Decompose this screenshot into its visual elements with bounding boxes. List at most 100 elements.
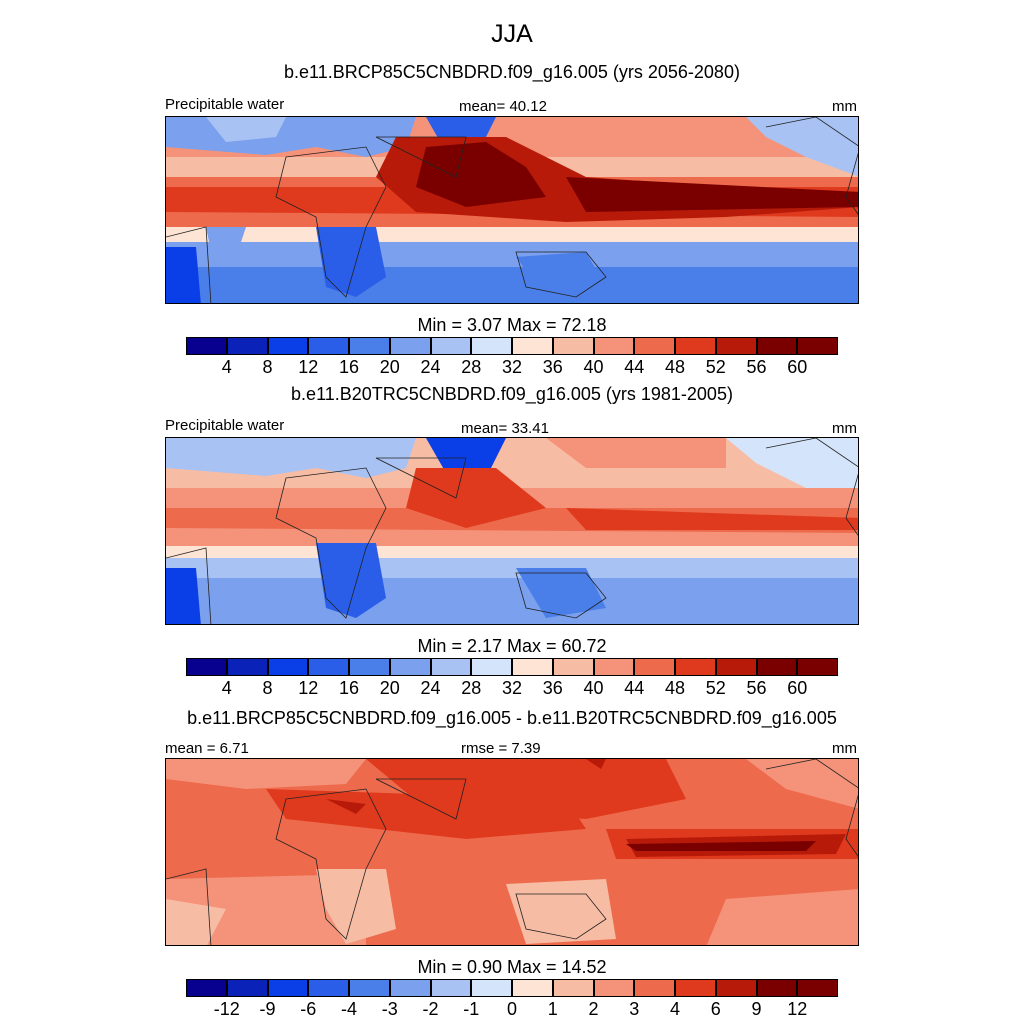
colorbar-cell (797, 337, 838, 355)
colorbar-tick-label: 32 (501, 357, 523, 377)
colorbar-tick-label: 52 (705, 678, 726, 698)
colorbar-cell (308, 337, 349, 355)
colorbar-cell (634, 337, 675, 355)
colorbar-tick-label: 60 (787, 678, 808, 698)
colorbar-cell (634, 658, 675, 676)
colorbar-tick-label: 36 (542, 678, 563, 698)
panel-3-map (165, 758, 859, 946)
colorbar-cell (186, 979, 227, 997)
colorbar-cell (675, 337, 716, 355)
colorbar-tick-label: 8 (262, 357, 273, 377)
colorbar-cell (471, 979, 512, 997)
colorbar-cell (349, 979, 390, 997)
colorbar-cell (593, 658, 635, 676)
colorbar-cell (512, 337, 553, 355)
colorbar-cell (593, 979, 635, 997)
panel-2-units-label: mm (832, 420, 857, 437)
colorbar-tick-label: -1 (463, 999, 480, 1019)
colorbar-cell (756, 979, 798, 997)
colorbar-cell (512, 658, 553, 676)
panel-1-units-label: mm (832, 98, 857, 115)
panel-3-minmax: Min = 0.90 Max = 14.52 (417, 957, 607, 977)
colorbar-cell (552, 658, 594, 676)
colorbar-cell (430, 979, 472, 997)
colorbar-tick-label: -4 (340, 999, 358, 1019)
panel-1-contour-field (166, 117, 858, 303)
panel-2-contour-field (166, 438, 858, 624)
colorbar-tick-label: 44 (624, 357, 645, 377)
colorbar-tick-label: -6 (300, 999, 317, 1019)
colorbar-tick-label: 2 (588, 999, 599, 1019)
colorbar-cell (715, 658, 757, 676)
colorbar-cell (471, 658, 512, 676)
colorbar-tick-label: 24 (420, 678, 441, 698)
colorbar-tick-label: -2 (422, 999, 439, 1019)
colorbar-cell (349, 337, 390, 355)
panel-1-colorbar (186, 337, 838, 355)
colorbar-tick-label: 52 (705, 357, 726, 377)
colorbar-cell (267, 337, 309, 355)
colorbar-tick-label: 40 (583, 357, 604, 377)
colorbar-tick-label: 48 (664, 357, 686, 377)
colorbar-cell (756, 658, 798, 676)
panel-2-map (165, 437, 859, 625)
colorbar-tick-label: 40 (583, 678, 604, 698)
panel-3-colorbar (186, 979, 838, 997)
panel-1-mean-label: mean= 40.12 (459, 98, 547, 115)
colorbar-tick-label: 4 (669, 999, 681, 1019)
panel-3-title: b.e11.BRCP85C5CNBDRD.f09_g16.005 - b.e11… (187, 708, 837, 728)
colorbar-tick-label: 16 (338, 678, 360, 698)
colorbar-cell (715, 979, 757, 997)
colorbar-cell (471, 337, 512, 355)
colorbar-tick-label: 56 (746, 357, 767, 377)
colorbar-tick-label: 0 (506, 999, 518, 1019)
colorbar-tick-label: 36 (542, 357, 563, 377)
colorbar-cell (715, 337, 757, 355)
panel-1-title: b.e11.BRCP85C5CNBDRD.f09_g16.005 (yrs 20… (284, 62, 740, 82)
colorbar-tick-label: 8 (262, 678, 273, 698)
colorbar-cell (675, 658, 716, 676)
panel-2-title: b.e11.B20TRC5CNBDRD.f09_g16.005 (yrs 198… (291, 384, 733, 404)
colorbar-cell (512, 979, 553, 997)
colorbar-tick-label: 4 (221, 678, 232, 698)
colorbar-cell (430, 337, 472, 355)
colorbar-tick-label: 9 (751, 999, 762, 1019)
colorbar-tick-label: 28 (461, 357, 482, 377)
panel-3-units-label: mm (832, 740, 857, 757)
colorbar-cell (634, 979, 675, 997)
colorbar-tick-label: 56 (746, 678, 767, 698)
colorbar-tick-label: -12 (213, 999, 240, 1019)
colorbar-cell (675, 979, 716, 997)
colorbar-cell (267, 658, 309, 676)
colorbar-cell (186, 658, 227, 676)
colorbar-cell (349, 658, 390, 676)
colorbar-tick-label: 12 (787, 999, 808, 1019)
panel-1-variable-label: Precipitable water (165, 96, 285, 113)
colorbar-tick-label: 3 (629, 999, 640, 1019)
colorbar-tick-label: 32 (501, 678, 523, 698)
colorbar-cell (267, 979, 309, 997)
colorbar-tick-label: 4 (221, 357, 232, 377)
colorbar-cell (593, 337, 635, 355)
colorbar-cell (797, 658, 838, 676)
colorbar-cell (430, 658, 472, 676)
colorbar-cell (797, 979, 838, 997)
colorbar-cell (308, 658, 349, 676)
colorbar-tick-label: 20 (379, 678, 400, 698)
colorbar-cell (226, 658, 268, 676)
colorbar-cell (552, 337, 594, 355)
panel-2-minmax: Min = 2.17 Max = 60.72 (417, 636, 607, 656)
colorbar-tick-label: 12 (298, 357, 319, 377)
panel-2-colorbar (186, 658, 838, 676)
colorbar-tick-label: 60 (787, 357, 808, 377)
colorbar-tick-label: 1 (547, 999, 558, 1019)
colorbar-cell (389, 979, 431, 997)
panel-3-contour-field (166, 759, 858, 945)
colorbar-tick-label: 12 (298, 678, 319, 698)
colorbar-tick-label: 24 (420, 357, 441, 377)
colorbar-cell (756, 337, 798, 355)
colorbar-tick-label: 20 (379, 357, 400, 377)
panel-3-rmse-label: rmse = 7.39 (461, 740, 541, 757)
colorbar-tick-label: -9 (259, 999, 276, 1019)
colorbar-cell (389, 337, 431, 355)
